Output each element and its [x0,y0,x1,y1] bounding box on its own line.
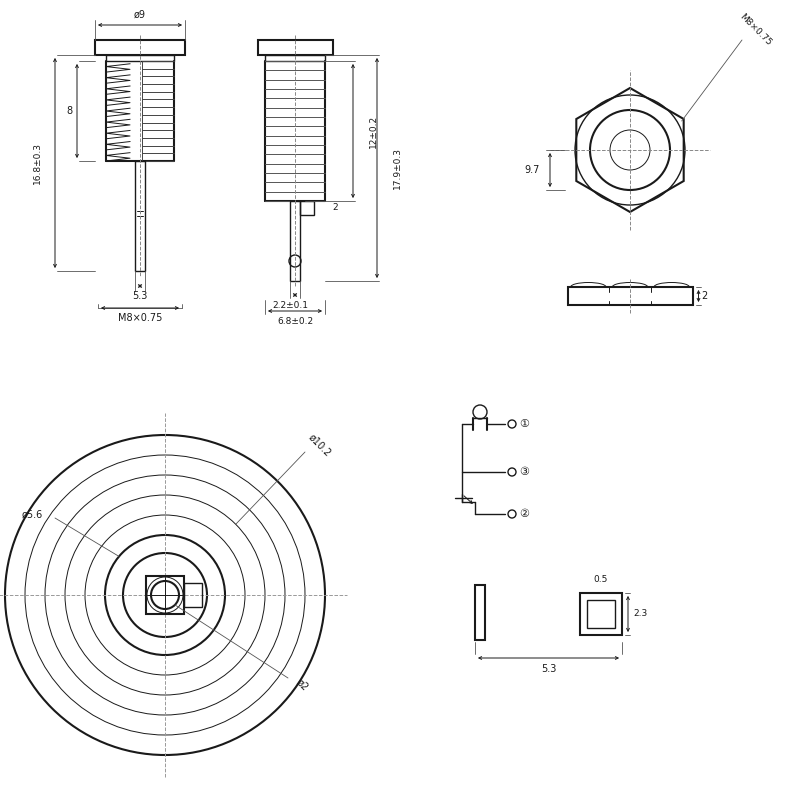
Bar [580,593,622,635]
Text: 8: 8 [66,106,72,116]
Text: 2: 2 [332,203,338,213]
Bar [146,576,184,614]
Text: 12±0.2: 12±0.2 [369,114,378,147]
Text: ①: ① [519,419,529,429]
Text: 2: 2 [702,291,708,301]
Bar [300,201,314,215]
Text: M8×0.75: M8×0.75 [118,313,162,323]
Text: ø2: ø2 [294,677,310,693]
Text: ø9: ø9 [134,10,146,20]
Text: 0.5: 0.5 [594,574,608,583]
Bar [184,583,202,607]
Text: 5.3: 5.3 [132,291,148,301]
Text: ø5.6: ø5.6 [22,510,43,520]
Text: 2.3: 2.3 [633,610,647,618]
Bar [475,585,485,640]
Bar [290,201,300,281]
Text: ø10.2: ø10.2 [306,432,334,458]
Bar [106,55,174,61]
Bar [135,161,145,271]
Text: 9.7: 9.7 [525,165,540,175]
Text: 2.2±0.1: 2.2±0.1 [272,301,308,310]
Text: ③: ③ [519,467,529,477]
Text: 17.9±0.3: 17.9±0.3 [393,147,402,189]
Text: 5.3: 5.3 [541,664,556,674]
Bar [95,40,185,55]
Bar [258,40,333,55]
Bar [567,287,693,305]
Text: M8×0.75: M8×0.75 [738,12,773,48]
Bar [587,600,615,628]
Bar [265,55,325,61]
Text: 16.8±0.3: 16.8±0.3 [33,142,42,184]
Text: 6.8±0.2: 6.8±0.2 [277,317,313,326]
Text: ②: ② [519,509,529,519]
